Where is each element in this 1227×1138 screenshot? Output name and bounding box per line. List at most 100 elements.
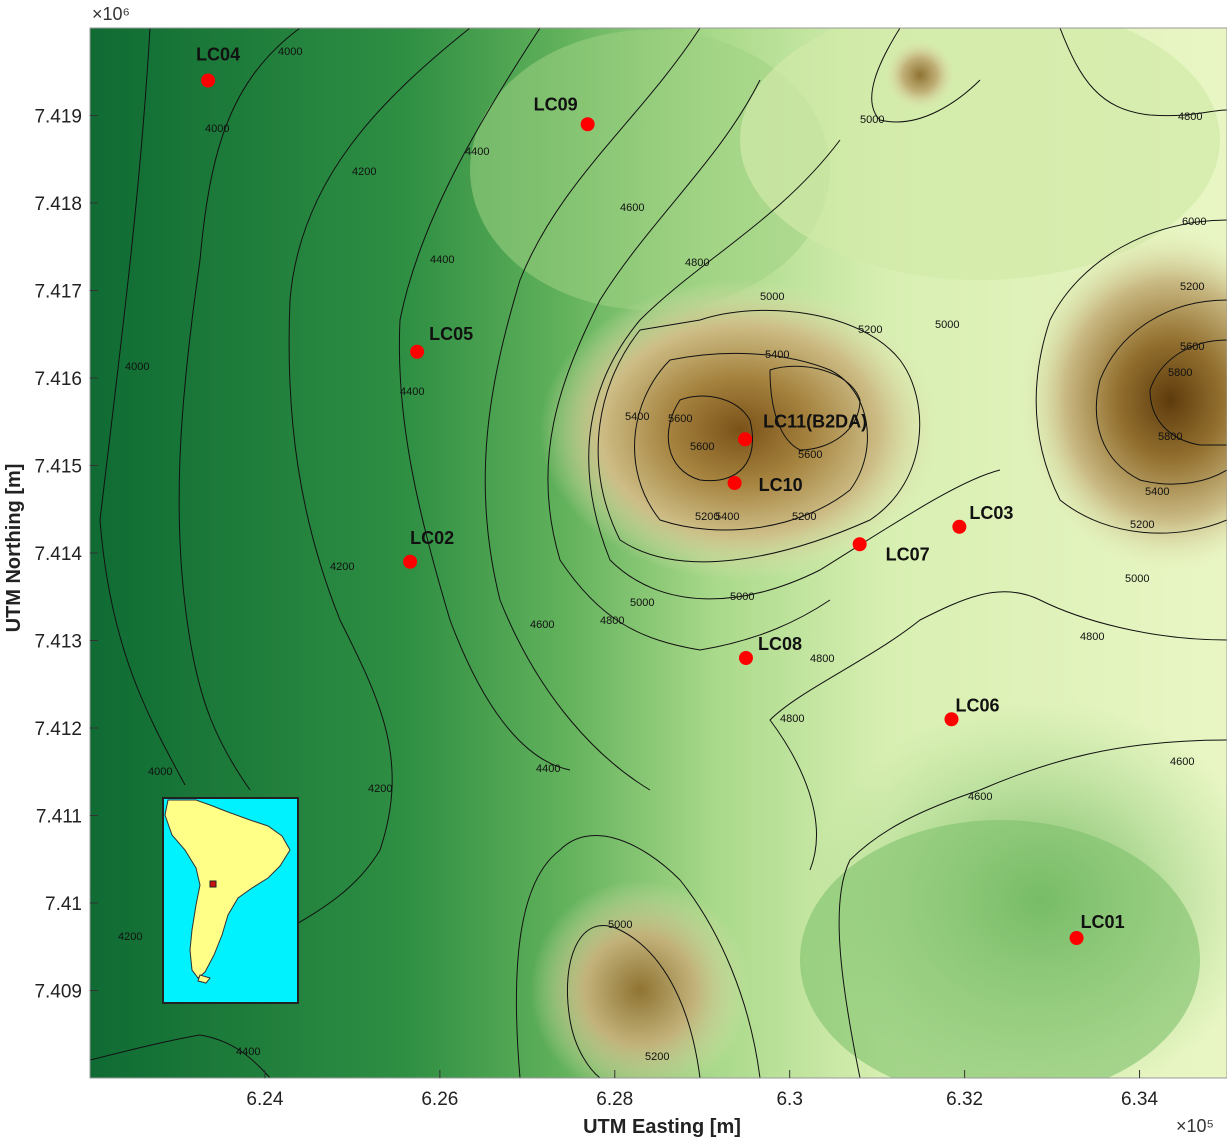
x-tick-label: 6.26	[421, 1089, 458, 1110]
site-label: LC06	[955, 695, 999, 715]
contour-label: 4400	[236, 1046, 260, 1058]
contour-label: 4600	[1170, 756, 1194, 768]
y-tick-label: 7.414	[34, 544, 82, 565]
contour-label: 5200	[1130, 519, 1154, 531]
contour-label: 5400	[715, 511, 739, 523]
contour-label: 4400	[536, 763, 560, 775]
site-label: LC11(B2DA)	[763, 411, 867, 431]
y-tick-label: 7.413	[34, 632, 82, 653]
site-marker-lc09[interactable]	[580, 117, 595, 132]
contour-label: 5000	[608, 919, 632, 931]
contour-label: 5000	[630, 597, 654, 609]
site-marker-lc01[interactable]	[1069, 931, 1084, 945]
contour-label: 5600	[798, 449, 822, 461]
study-area-marker	[209, 880, 217, 888]
site-marker-lc10[interactable]	[727, 476, 742, 490]
south-america-shape	[164, 799, 291, 979]
contour-label: 5400	[1145, 486, 1169, 498]
site-label: LC05	[429, 324, 473, 344]
site-marker-lc05[interactable]	[410, 344, 425, 359]
contour-label: 6000	[1182, 216, 1206, 228]
contour-label: 4400	[400, 386, 424, 398]
x-axis-ticks: 6.24 6.26 6.28 6.3 6.32 6.34	[246, 1070, 1158, 1110]
contour-label: 5600	[690, 441, 714, 453]
y-tick-label: 7.411	[36, 807, 82, 828]
contour-label: 5200	[645, 1051, 669, 1063]
contour-label: 5000	[935, 319, 959, 331]
contour-label: 4800	[810, 653, 834, 665]
x-tick-label: 6.3	[776, 1089, 802, 1110]
contour-label: 5200	[695, 511, 719, 523]
site-label: LC01	[1081, 912, 1125, 932]
contour-label: 5400	[625, 411, 649, 423]
contour-label: 4200	[118, 931, 142, 943]
site-label: LC09	[534, 94, 578, 114]
contour-label: 5600	[1180, 341, 1204, 353]
contour-label: 5800	[1168, 367, 1192, 379]
y-multiplier: ×10⁶	[92, 4, 130, 24]
contour-label: 4600	[968, 791, 992, 803]
y-axis-label: UTM Northing [m]	[3, 464, 25, 633]
site-marker-lc02[interactable]	[403, 554, 418, 569]
contour-label: 5000	[860, 114, 884, 126]
contour-label: 4000	[125, 361, 149, 373]
contour-label: 4800	[1080, 631, 1104, 643]
contour-label: 4000	[205, 123, 229, 135]
y-tick-label: 7.416	[34, 369, 82, 390]
y-tick-label: 7.41	[45, 894, 82, 915]
contour-label: 5000	[1125, 573, 1149, 585]
contour-label: 5200	[858, 324, 882, 336]
site-marker-lc03[interactable]	[952, 519, 967, 534]
contour-label: 4200	[368, 783, 392, 795]
y-tick-label: 7.417	[34, 282, 82, 303]
site-marker-lc04[interactable]	[201, 73, 216, 88]
contour-label: 4800	[780, 713, 804, 725]
contour-label: 4400	[465, 146, 489, 158]
contour-label: 4800	[600, 615, 624, 627]
y-tick-label: 7.419	[34, 107, 82, 128]
contour-label: 5400	[765, 349, 789, 361]
contour-label: 5200	[1180, 281, 1204, 293]
inset-map	[162, 797, 299, 1004]
site-marker-lc06[interactable]	[944, 712, 959, 727]
contour-label: 4000	[148, 766, 172, 778]
site-marker-lc07[interactable]	[852, 537, 867, 552]
contour-label: 5800	[1158, 431, 1182, 443]
site-label: LC03	[969, 503, 1013, 523]
contour-label: 4200	[352, 166, 376, 178]
contour-label: 4600	[620, 202, 644, 214]
x-axis-label: UTM Easting [m]	[583, 1116, 741, 1138]
contour-label: 4000	[278, 46, 302, 58]
contour-label: 5600	[668, 413, 692, 425]
contour-label: 5000	[730, 591, 754, 603]
y-axis-ticks: 7.409 7.41 7.411 7.412 7.413 7.414 7.415 7.416 7…	[34, 107, 98, 1003]
contour-label: 4400	[430, 254, 454, 266]
x-tick-label: 6.24	[246, 1089, 283, 1110]
terrain	[90, 28, 1227, 1078]
x-tick-label: 6.28	[596, 1089, 633, 1110]
contour-lines	[90, 28, 1227, 1078]
contour-label: 4800	[1178, 111, 1202, 123]
site-label: LC02	[410, 528, 454, 548]
y-tick-label: 7.409	[34, 982, 82, 1003]
site-label: LC04	[196, 45, 240, 65]
site-marker-lc08[interactable]	[738, 651, 753, 665]
y-tick-label: 7.418	[34, 194, 82, 215]
x-tick-label: 6.32	[946, 1089, 983, 1110]
site-label: LC10	[759, 475, 803, 495]
contour-label: 5200	[792, 511, 816, 523]
contour-label: 5000	[760, 291, 784, 303]
site-marker-lc11-b2da-[interactable]	[738, 432, 753, 447]
contour-labels: 4000 4000 4000 4000 4200 4200 4200 4200 …	[118, 46, 1206, 1063]
y-tick-label: 7.412	[34, 719, 82, 740]
site-label: LC07	[886, 544, 930, 564]
contour-label: 4800	[685, 257, 709, 269]
contour-label: 4200	[330, 561, 354, 573]
x-tick-label: 6.34	[1121, 1089, 1158, 1110]
site-label: LC08	[758, 634, 802, 654]
tierra-del-fuego-shape	[197, 974, 211, 984]
contour-label: 4600	[530, 619, 554, 631]
y-tick-label: 7.415	[34, 457, 82, 478]
sites-layer: LC01 LC02 LC03 LC04 LC05 LC06 LC07 LC08 LC09 LC10…	[196, 45, 1125, 945]
